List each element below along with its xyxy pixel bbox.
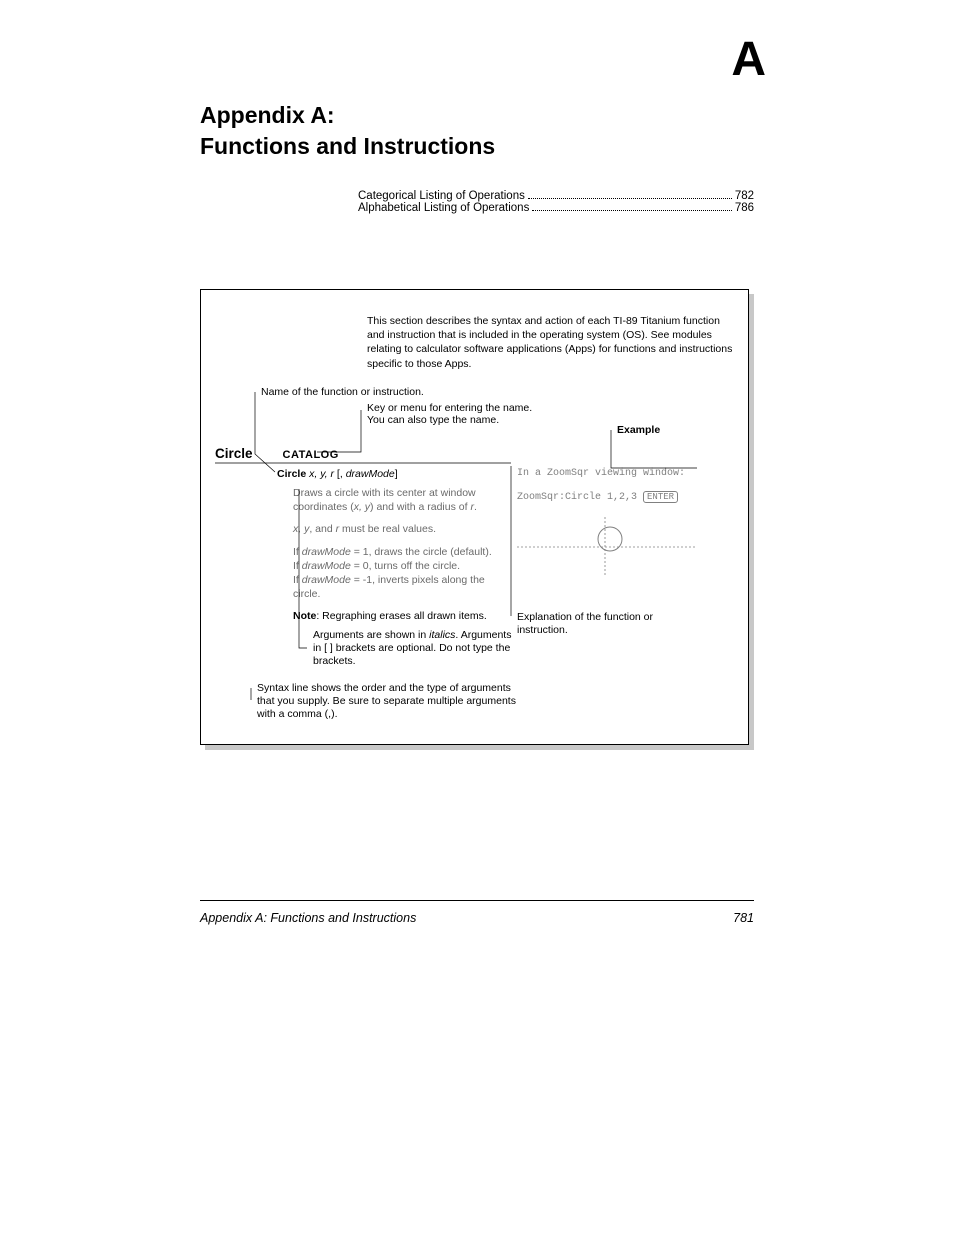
page: A Appendix A: Functions and Instructions… [0, 0, 954, 1235]
footer-left: Appendix A: Functions and Instructions [200, 911, 416, 925]
footer-right: 781 [733, 911, 754, 925]
toc-dots [532, 210, 731, 211]
title-line-1: Appendix A: [200, 100, 754, 131]
appendix-letter: A [731, 32, 766, 87]
toc-label: Categorical Listing of Operations [358, 190, 525, 202]
leader-lines [201, 290, 741, 750]
toc-row: Categorical Listing of Operations 782 [358, 190, 754, 202]
diagram-container: This section describes the syntax and ac… [200, 289, 749, 745]
toc-row: Alphabetical Listing of Operations 786 [358, 202, 754, 214]
toc-page: 786 [735, 202, 754, 214]
page-footer: Appendix A: Functions and Instructions 7… [200, 900, 754, 925]
table-of-contents: Categorical Listing of Operations 782 Al… [358, 190, 754, 214]
page-title: Appendix A: Functions and Instructions [200, 100, 754, 162]
toc-label: Alphabetical Listing of Operations [358, 202, 529, 214]
diagram-container-shadow: This section describes the syntax and ac… [205, 294, 754, 750]
toc-dots [528, 198, 732, 199]
title-line-2: Functions and Instructions [200, 131, 754, 162]
toc-page: 782 [735, 190, 754, 202]
